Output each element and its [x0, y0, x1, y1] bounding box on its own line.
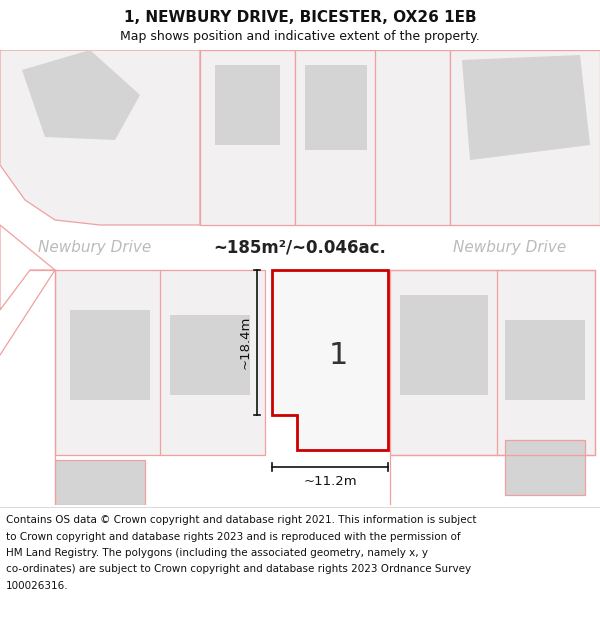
Bar [305, 65, 367, 150]
Text: 1: 1 [328, 341, 347, 369]
Polygon shape [0, 225, 55, 310]
Bar [400, 295, 488, 395]
Text: Newbury Drive: Newbury Drive [454, 240, 566, 255]
Bar [390, 270, 595, 455]
Text: 1, NEWBURY DRIVE, BICESTER, OX26 1EB: 1, NEWBURY DRIVE, BICESTER, OX26 1EB [124, 10, 476, 25]
Polygon shape [0, 50, 200, 225]
Text: ~11.2m: ~11.2m [303, 475, 357, 488]
Text: to Crown copyright and database rights 2023 and is reproduced with the permissio: to Crown copyright and database rights 2… [6, 531, 461, 541]
Bar [55, 270, 265, 455]
Bar [170, 315, 250, 395]
Text: co-ordinates) are subject to Crown copyright and database rights 2023 Ordnance S: co-ordinates) are subject to Crown copyr… [6, 564, 471, 574]
Bar [0, 225, 600, 270]
Bar [55, 460, 145, 505]
Text: 100026316.: 100026316. [6, 581, 68, 591]
Polygon shape [272, 270, 388, 450]
Text: HM Land Registry. The polygons (including the associated geometry, namely x, y: HM Land Registry. The polygons (includin… [6, 548, 428, 558]
Bar [200, 50, 295, 225]
Bar [215, 65, 280, 145]
Polygon shape [462, 55, 590, 160]
Text: ~18.4m: ~18.4m [239, 316, 252, 369]
Text: Contains OS data © Crown copyright and database right 2021. This information is : Contains OS data © Crown copyright and d… [6, 515, 476, 525]
Text: Newbury Drive: Newbury Drive [38, 240, 152, 255]
Polygon shape [22, 50, 140, 140]
Bar [295, 50, 450, 225]
Bar [70, 310, 150, 400]
Bar [505, 320, 585, 400]
Bar [505, 440, 585, 495]
Text: ~185m²/~0.046ac.: ~185m²/~0.046ac. [214, 239, 386, 256]
Text: Map shows position and indicative extent of the property.: Map shows position and indicative extent… [120, 30, 480, 43]
Bar [450, 50, 600, 225]
